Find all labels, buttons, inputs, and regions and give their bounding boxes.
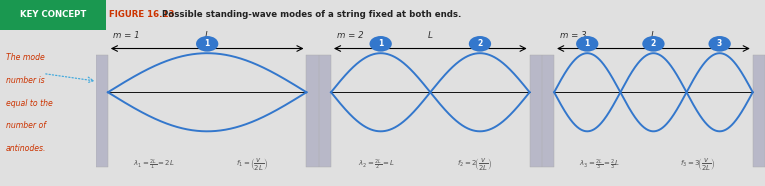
Circle shape	[469, 36, 491, 52]
Text: 1: 1	[378, 39, 383, 48]
Circle shape	[369, 36, 392, 52]
Text: number is: number is	[5, 76, 44, 85]
Text: L: L	[651, 31, 656, 40]
Text: number of: number of	[5, 121, 46, 130]
Circle shape	[196, 36, 218, 52]
FancyBboxPatch shape	[319, 55, 331, 167]
Text: L: L	[205, 31, 210, 40]
Text: 2: 2	[477, 39, 483, 48]
Text: $f_3 = 3\!\left(\dfrac{v}{2L}\right)$: $f_3 = 3\!\left(\dfrac{v}{2L}\right)$	[680, 156, 716, 172]
Text: m = 3: m = 3	[560, 31, 586, 40]
Text: FIGURE 16.13: FIGURE 16.13	[109, 10, 174, 19]
Text: equal to the: equal to the	[5, 99, 53, 108]
Circle shape	[643, 36, 665, 52]
Text: $f_1 = \left(\dfrac{v}{2L}\right)$: $f_1 = \left(\dfrac{v}{2L}\right)$	[236, 156, 268, 172]
Circle shape	[576, 36, 598, 52]
Text: m = 2: m = 2	[337, 31, 363, 40]
Text: 1: 1	[584, 39, 590, 48]
FancyBboxPatch shape	[753, 55, 765, 167]
Text: 2: 2	[651, 39, 656, 48]
Text: L: L	[428, 31, 433, 40]
FancyBboxPatch shape	[0, 0, 106, 30]
Text: $f_2 = 2\!\left(\dfrac{v}{2L}\right)$: $f_2 = 2\!\left(\dfrac{v}{2L}\right)$	[457, 156, 493, 172]
Text: KEY CONCEPT: KEY CONCEPT	[20, 10, 86, 19]
Text: $\lambda_2 = \frac{2L}{2} = L$: $\lambda_2 = \frac{2L}{2} = L$	[358, 158, 396, 172]
FancyBboxPatch shape	[529, 55, 542, 167]
Text: 3: 3	[717, 39, 722, 48]
Text: The mode: The mode	[5, 53, 44, 62]
Text: $\lambda_1 = \frac{2L}{1} = 2L$: $\lambda_1 = \frac{2L}{1} = 2L$	[133, 158, 174, 172]
FancyBboxPatch shape	[542, 55, 554, 167]
Circle shape	[708, 36, 731, 52]
FancyBboxPatch shape	[307, 55, 319, 167]
Text: Possible standing-wave modes of a string fixed at both ends.: Possible standing-wave modes of a string…	[159, 10, 461, 19]
FancyBboxPatch shape	[96, 55, 108, 167]
Text: $\lambda_3 = \frac{2L}{3} = \frac{2}{3}L$: $\lambda_3 = \frac{2L}{3} = \frac{2}{3}L…	[579, 158, 620, 172]
Text: m = 1: m = 1	[113, 31, 140, 40]
Text: 1: 1	[204, 39, 210, 48]
Text: antinodes.: antinodes.	[5, 144, 46, 153]
